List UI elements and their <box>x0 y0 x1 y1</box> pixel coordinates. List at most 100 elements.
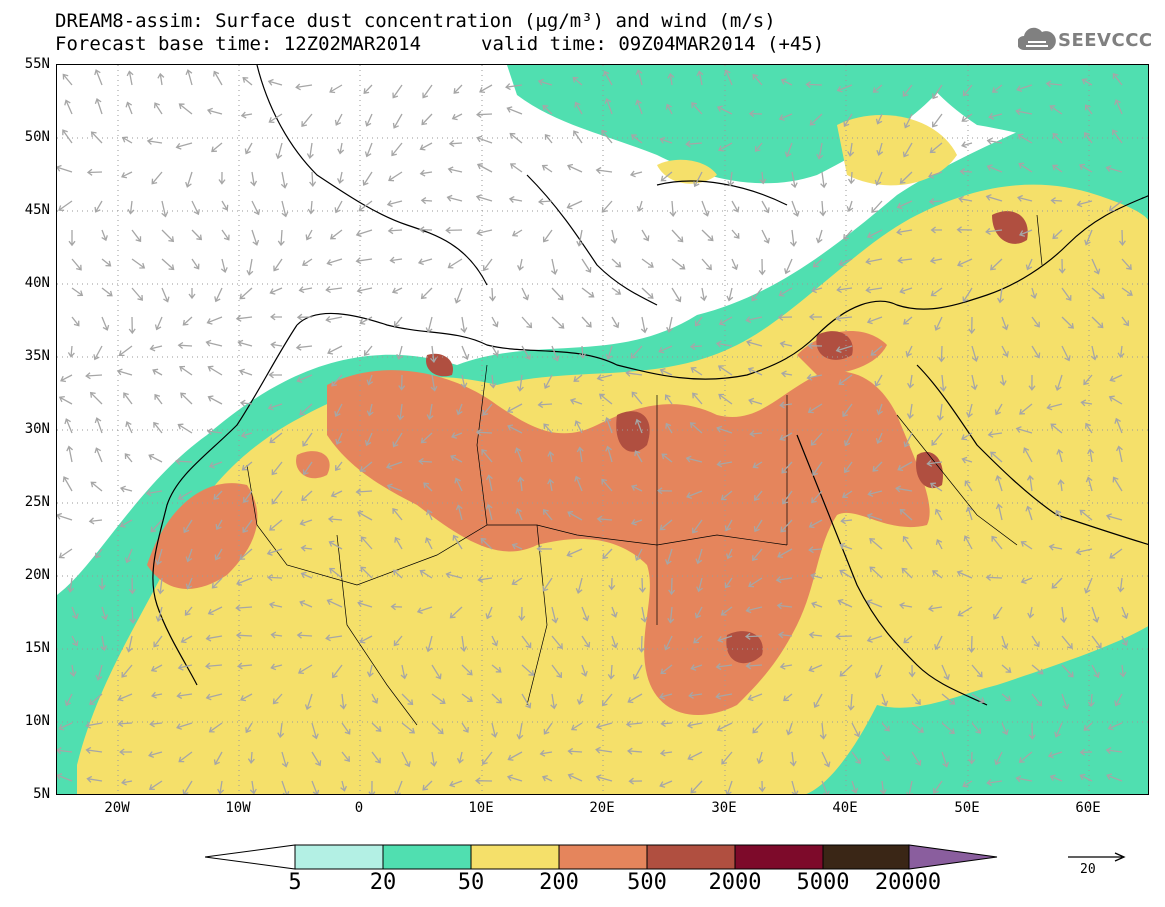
wind-arrow <box>424 537 433 550</box>
wind-arrow <box>518 606 526 622</box>
wind-arrow <box>866 229 883 239</box>
wind-arrow <box>899 508 913 521</box>
wind-arrow <box>575 577 583 594</box>
wind-arrow <box>687 751 703 761</box>
wind-arrow <box>781 461 793 474</box>
wind-arrow <box>581 316 592 328</box>
base-time: Forecast base time: 12Z02MAR2014 <box>55 33 422 55</box>
wind-arrow <box>932 84 943 100</box>
wind-arrow <box>153 102 163 115</box>
wind-arrow <box>121 778 133 786</box>
wind-arrow <box>366 664 374 678</box>
wind-arrow <box>126 70 134 86</box>
wind-arrow <box>986 164 1003 173</box>
wind-arrow <box>881 693 889 707</box>
wind-arrow <box>148 780 163 791</box>
wind-arrow <box>452 534 463 550</box>
wind-arrow <box>239 548 253 561</box>
wind-arrow <box>808 313 823 321</box>
wind-arrow <box>182 316 193 326</box>
wind-arrow <box>386 200 403 208</box>
wind-arrow <box>482 751 493 765</box>
wind-arrow <box>213 490 223 500</box>
wind-arrow <box>85 721 103 729</box>
wind-arrow <box>598 393 613 405</box>
wind-arrow <box>988 112 1003 120</box>
wind-arrow <box>896 200 913 210</box>
wind-arrow <box>460 374 468 389</box>
wind-arrow <box>461 345 470 360</box>
lat-label-5n: 5N <box>33 786 50 802</box>
wind-arrow <box>576 693 584 705</box>
wind-arrow <box>509 163 523 173</box>
wind-arrow <box>205 693 223 701</box>
wind-arrow <box>810 572 823 580</box>
wind-arrow <box>754 490 763 501</box>
wind-arrow <box>807 403 823 414</box>
wind-arrow <box>235 314 253 322</box>
wind-arrow <box>543 508 553 521</box>
wind-arrow <box>1083 374 1093 386</box>
wind-arrow <box>961 141 973 149</box>
wind-arrow <box>573 374 583 382</box>
wind-arrow <box>145 489 163 497</box>
wind-arrow <box>325 286 343 294</box>
wind-arrow <box>874 664 883 679</box>
wind-arrow <box>903 316 913 325</box>
wind-arrow <box>935 539 943 550</box>
wind-arrow <box>220 258 228 274</box>
wind-arrow <box>505 83 523 91</box>
wind-arrow <box>242 519 253 533</box>
wind-arrow <box>537 401 553 409</box>
wind-arrow <box>986 137 1003 145</box>
lon-label-30e: 30E <box>711 800 737 816</box>
lat-label-25n: 25N <box>24 494 50 510</box>
wind-arrow <box>629 170 643 178</box>
wind-arrow <box>150 664 163 672</box>
wind-arrow <box>521 287 530 301</box>
wind-arrow <box>88 517 103 525</box>
wind-arrow <box>715 340 733 348</box>
wind-arrow <box>595 722 613 730</box>
wind-arrow <box>509 132 523 144</box>
wind-arrow <box>211 142 223 153</box>
wind-arrow <box>94 417 103 434</box>
wind-arrow <box>685 140 703 148</box>
wind-arrow <box>595 746 613 754</box>
wind-arrow <box>191 229 203 241</box>
wind-arrow <box>671 229 684 243</box>
wind-arrow <box>547 450 555 463</box>
wind-arrow <box>544 133 553 144</box>
wind-arrow <box>550 258 558 276</box>
wind-arrow <box>753 519 763 533</box>
wind-arrow <box>776 602 793 610</box>
wind-arrow <box>815 229 823 244</box>
wind-arrow <box>182 780 193 794</box>
wind-arrow <box>1028 722 1036 740</box>
wind-arrow <box>485 503 493 521</box>
wind-arrow <box>865 286 883 294</box>
colorbar-seg-2000-5000 <box>734 844 824 870</box>
wind-arrow <box>329 567 343 579</box>
wind-arrow <box>119 748 132 756</box>
wind-arrow <box>775 576 793 584</box>
wind-arrow <box>660 664 673 675</box>
wind-arrow <box>371 693 379 704</box>
wind-arrow <box>550 693 558 710</box>
wind-arrow <box>101 258 112 267</box>
wind-arrow <box>364 113 373 127</box>
wind-arrow <box>475 428 493 436</box>
wind-arrow <box>997 287 1005 304</box>
wind-arrow <box>236 577 253 586</box>
wind-arrow <box>1084 104 1093 115</box>
wind-arrow <box>1045 80 1063 88</box>
wind-arrow <box>300 544 313 552</box>
wind-arrow <box>153 421 163 434</box>
wind-arrow <box>334 403 343 417</box>
wind-arrow <box>902 535 913 550</box>
wind-arrow <box>366 403 374 417</box>
wind-arrow <box>207 395 223 405</box>
wind-arrow <box>791 780 799 794</box>
wind-arrow <box>66 445 74 463</box>
colorbar-seg-5-20 <box>294 844 384 870</box>
